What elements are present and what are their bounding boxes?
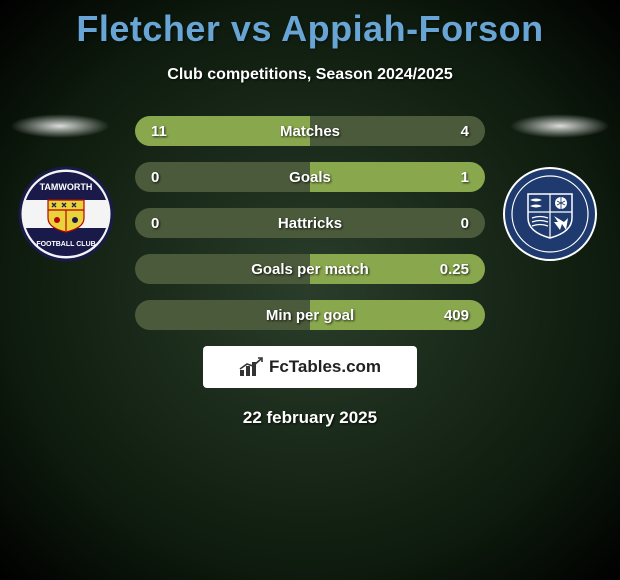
comparison-content: TAMWORTH FOOTBALL CLUB: [0, 116, 620, 428]
southend-crest-icon: [502, 166, 598, 262]
tamworth-crest-icon: TAMWORTH FOOTBALL CLUB: [18, 166, 114, 262]
stat-row: 0Hattricks0: [135, 208, 485, 238]
stat-label: Matches: [135, 123, 485, 140]
stat-label: Min per goal: [135, 307, 485, 324]
stat-row: Min per goal409: [135, 300, 485, 330]
page-subtitle: Club competitions, Season 2024/2025: [0, 66, 620, 84]
club-badge-left: TAMWORTH FOOTBALL CLUB: [18, 166, 118, 266]
watermark: FcTables.com: [203, 346, 417, 388]
stat-rows: 11Matches4 0Goals1 0Hattricks0 Goals per ma…: [135, 116, 485, 330]
stat-label: Hattricks: [135, 215, 485, 232]
svg-text:TAMWORTH: TAMWORTH: [40, 182, 93, 192]
player-shadow-left: [10, 114, 110, 138]
stat-row: 0Goals1: [135, 162, 485, 192]
stat-label: Goals per match: [135, 261, 485, 278]
page-title: Fletcher vs Appiah-Forson: [0, 0, 620, 50]
player-shadow-right: [510, 114, 610, 138]
bar-chart-icon: [239, 357, 263, 377]
stat-label: Goals: [135, 169, 485, 186]
stat-row: Goals per match0.25: [135, 254, 485, 284]
svg-text:FOOTBALL CLUB: FOOTBALL CLUB: [36, 241, 95, 248]
stat-row: 11Matches4: [135, 116, 485, 146]
club-badge-right: [502, 166, 602, 266]
watermark-text: FcTables.com: [269, 357, 381, 377]
match-date: 22 february 2025: [0, 408, 620, 428]
